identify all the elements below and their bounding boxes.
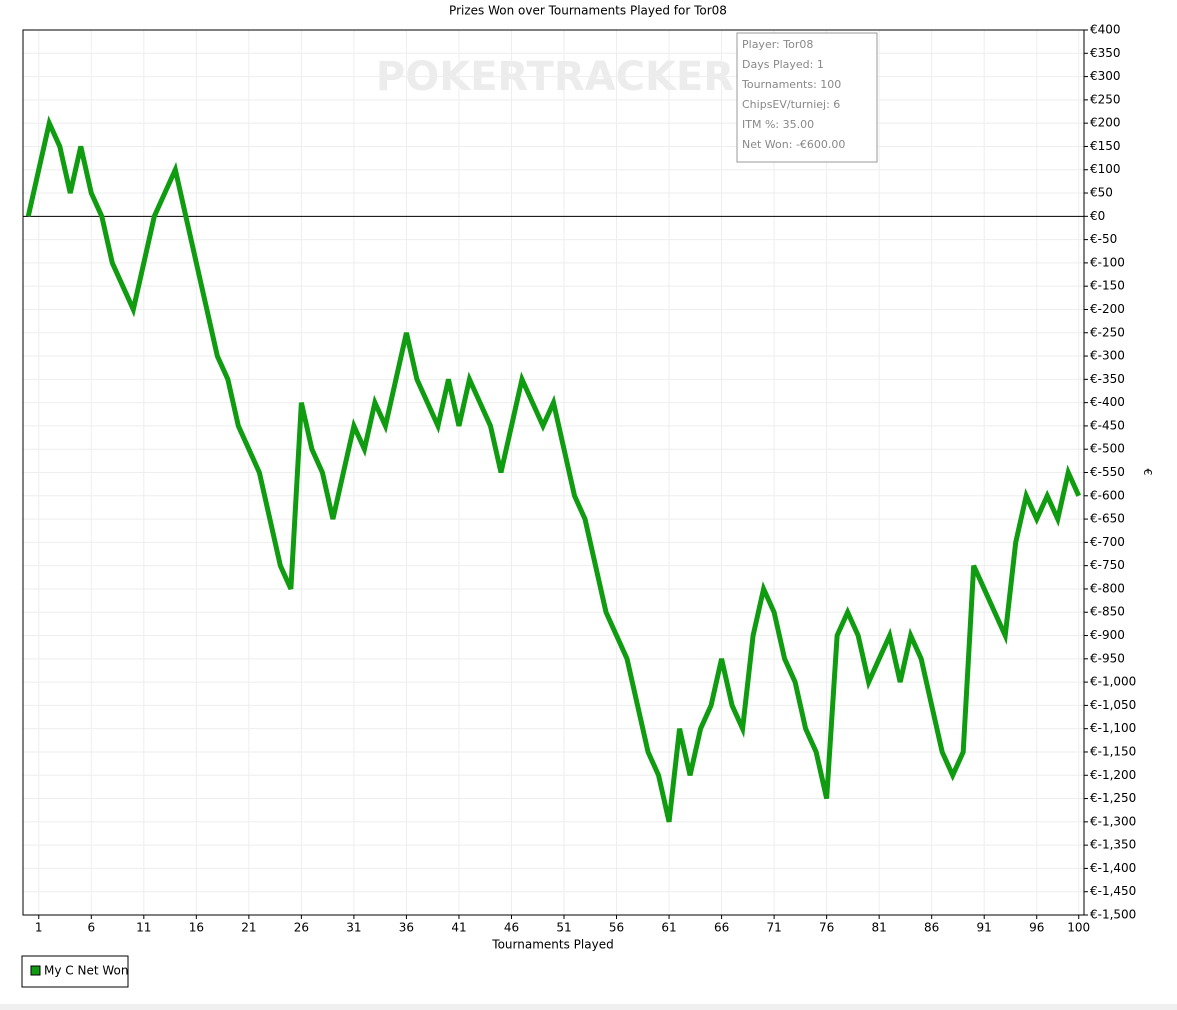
y-tick-label: €-550: [1090, 465, 1125, 479]
x-tick-label: 91: [977, 921, 992, 935]
x-tick-label: 71: [766, 921, 781, 935]
x-tick-label: 100: [1067, 921, 1090, 935]
y-tick-label: €100: [1090, 162, 1121, 176]
x-tick-label: 21: [241, 921, 256, 935]
y-tick-label: €400: [1090, 23, 1121, 37]
y-tick-label: €-1,300: [1090, 814, 1136, 828]
y-tick-label: €-1,450: [1090, 884, 1136, 898]
y-tick-label: €-200: [1090, 302, 1125, 316]
y-tick-label: €-250: [1090, 325, 1125, 339]
info-text: Net Won: -€600.00: [742, 138, 845, 151]
info-text: Days Played: 1: [742, 58, 824, 71]
y-tick-label: €-650: [1090, 512, 1125, 526]
y-tick-label: €-750: [1090, 558, 1125, 572]
x-tick-label: 11: [136, 921, 151, 935]
y-tick-label: €-1,050: [1090, 698, 1136, 712]
x-tick-label: 26: [294, 921, 309, 935]
y-tick-label: €300: [1090, 69, 1121, 83]
y-tick-label: €-1,400: [1090, 861, 1136, 875]
x-tick-label: 6: [87, 921, 95, 935]
y-tick-label: €-1,150: [1090, 744, 1136, 758]
x-tick-label: 61: [661, 921, 676, 935]
x-tick-label: 86: [924, 921, 939, 935]
y-tick-label: €-1,000: [1090, 675, 1136, 689]
y-tick-label: €-450: [1090, 418, 1125, 432]
y-tick-label: €-1,500: [1090, 908, 1136, 922]
y-tick-label: €0: [1090, 209, 1105, 223]
chart-title: Prizes Won over Tournaments Played for T…: [449, 4, 727, 18]
y-tick-label: €-50: [1090, 232, 1117, 246]
y-tick-label: €-300: [1090, 349, 1125, 363]
y-tick-label: €-1,350: [1090, 838, 1136, 852]
x-tick-label: 76: [819, 921, 834, 935]
y-tick-label: €-700: [1090, 535, 1125, 549]
y-tick-label: €350: [1090, 46, 1121, 60]
x-tick-label: 41: [451, 921, 466, 935]
x-tick-label: 36: [399, 921, 414, 935]
y-tick-label: €-1,200: [1090, 768, 1136, 782]
y-tick-label: €-1,100: [1090, 721, 1136, 735]
x-tick-label: 46: [504, 921, 519, 935]
info-text: ITM %: 35.00: [742, 118, 814, 131]
y-tick-label: €-150: [1090, 279, 1125, 293]
x-tick-label: 66: [714, 921, 729, 935]
y-tick-label: €-350: [1090, 372, 1125, 386]
y-tick-label: €-800: [1090, 581, 1125, 595]
x-tick-label: 16: [189, 921, 204, 935]
y-tick-label: €-1,250: [1090, 791, 1136, 805]
y-tick-label: €-850: [1090, 605, 1125, 619]
y-tick-label: €-950: [1090, 651, 1125, 665]
x-tick-label: 96: [1029, 921, 1044, 935]
info-text: Tournaments: 100: [741, 78, 841, 91]
info-box: [736, 32, 878, 163]
y-tick-label: €-400: [1090, 395, 1125, 409]
x-tick-label: 51: [556, 921, 571, 935]
info-text: ChipsEV/turniej: 6: [742, 98, 840, 111]
info-text: Player: Tor08: [742, 38, 813, 51]
x-tick-label: 56: [609, 921, 624, 935]
y-axis-title: €: [1141, 469, 1154, 476]
legend-label: My C Net Won: [44, 964, 128, 978]
x-tick-label: 81: [872, 921, 887, 935]
y-tick-label: €150: [1090, 139, 1121, 153]
y-tick-label: €-100: [1090, 255, 1125, 269]
x-tick-label: 31: [346, 921, 361, 935]
footer-bar: [0, 1004, 1177, 1010]
x-axis-title: Tournaments Played: [491, 938, 613, 952]
x-tick-label: 1: [35, 921, 43, 935]
y-tick-label: €200: [1090, 116, 1121, 130]
y-tick-label: €-900: [1090, 628, 1125, 642]
y-tick-label: €-500: [1090, 442, 1125, 456]
plot-frame: [22, 29, 1085, 916]
y-tick-label: €-600: [1090, 488, 1125, 502]
y-tick-label: €50: [1090, 186, 1113, 200]
legend-swatch: [30, 965, 41, 976]
line-series: [25, 115, 1082, 823]
y-tick-label: €250: [1090, 92, 1121, 106]
